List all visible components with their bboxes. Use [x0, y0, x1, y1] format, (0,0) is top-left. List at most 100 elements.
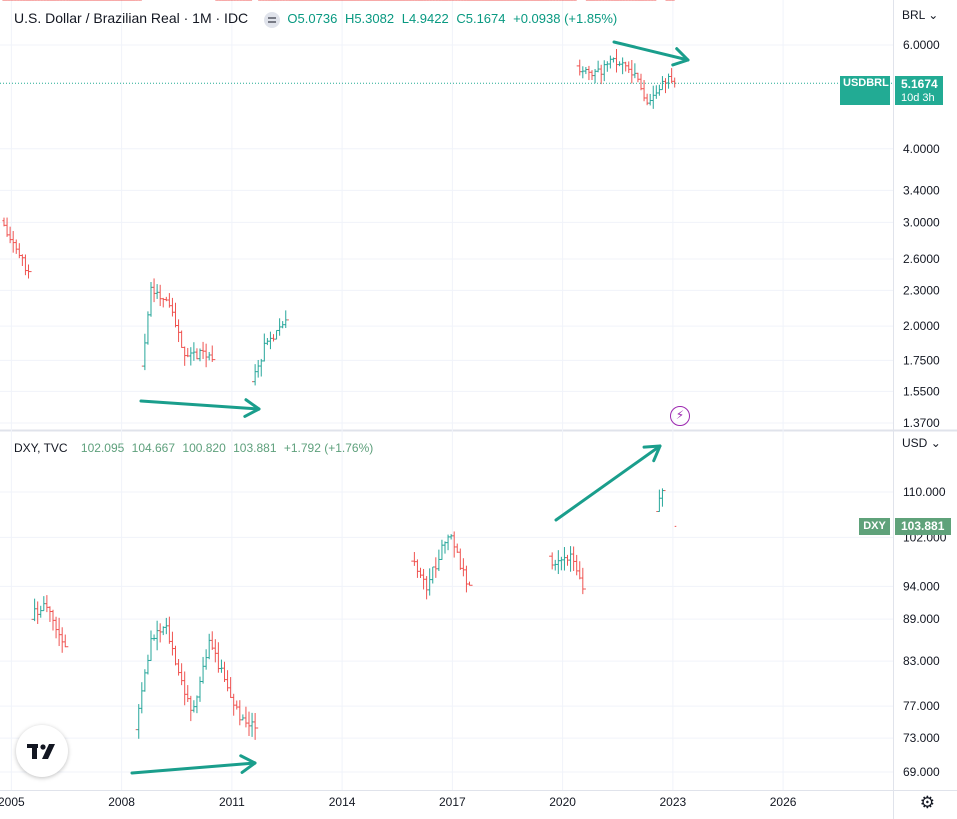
dxy-bar	[443, 541, 447, 554]
dxy-bar	[45, 595, 49, 613]
dxy-bar	[562, 547, 567, 571]
dxy-bar	[204, 649, 208, 670]
change-value: +0.0938 (+1.85%)	[513, 11, 618, 26]
dxy-symbol-tag: DXY	[859, 518, 890, 535]
usdbrl-bar	[627, 61, 631, 74]
dxy-bar	[161, 626, 165, 636]
dxy-bar	[152, 634, 156, 641]
usdbrl-symbol-tag: USDBRL	[840, 76, 890, 105]
usdbrl-bar	[645, 93, 649, 106]
dxy-bar	[140, 682, 144, 714]
dxy-tag-value: 103.881	[901, 519, 945, 533]
collapse-legend-button[interactable]	[263, 11, 280, 28]
trend-arrow-usdbrl-2020-2022	[612, 40, 690, 62]
close-label: C	[456, 11, 466, 26]
dxy-bar	[250, 712, 254, 737]
usdbrl-bar	[29, 0, 34, 273]
x-tick-label: 2014	[329, 795, 356, 809]
dxy-close: 103.881	[233, 441, 277, 455]
gear-icon[interactable]: ⚙	[919, 793, 935, 812]
y-tick-label: 1.5500	[903, 384, 940, 398]
high-label: H	[344, 11, 355, 26]
dxy-price-tag: 103.881	[895, 518, 951, 535]
dxy-bar	[66, 0, 70, 648]
dxy-bar	[556, 550, 560, 575]
usdbrl-bar	[158, 284, 162, 307]
usdbrl-bar	[666, 73, 671, 89]
x-tick-label: 2011	[219, 795, 245, 809]
low-value: 4.9422	[408, 11, 449, 26]
usdbrl-bar	[657, 84, 661, 96]
dxy-bar	[425, 576, 429, 600]
dxy-bar	[559, 556, 563, 571]
usdbrl-bar	[602, 60, 606, 82]
usdbrl-bar	[596, 60, 600, 73]
low-label: L	[401, 11, 409, 26]
top-legend: U.S. Dollar / Brazilian Real · 1M · IDC …	[14, 10, 621, 28]
x-tick-label: 2017	[439, 795, 466, 809]
usdbrl-tag-value: 5.1674	[901, 77, 938, 91]
x-tick-label: 2026	[770, 795, 797, 809]
usdbrl-bar	[268, 331, 273, 350]
dxy-bar	[421, 568, 426, 590]
dxy-bar	[207, 633, 211, 660]
dxy-bar	[256, 0, 260, 729]
dxy-bar	[229, 677, 233, 698]
dxy-bar	[253, 713, 257, 740]
trend-arrow-usdbrl-2008-2011	[139, 399, 261, 411]
usdbrl-bar	[278, 318, 282, 336]
y-tick-label: 3.4000	[903, 183, 940, 197]
dxy-bar	[195, 695, 199, 714]
y-tick-label: 73.000	[903, 731, 940, 745]
dxy-bar	[201, 656, 205, 684]
dxy-high: 104.667	[131, 441, 176, 455]
usdbrl-bar	[20, 254, 24, 266]
dxy-bar	[241, 714, 245, 721]
dxy-low: 100.820	[182, 441, 226, 455]
dxy-bar	[584, 0, 588, 590]
tradingview-logo-icon[interactable]	[16, 725, 68, 777]
usdbrl-bar	[201, 341, 205, 360]
bottom-currency-select[interactable]: USD ⌄	[902, 436, 941, 450]
dxy-bar	[455, 543, 459, 553]
y-tick-label: 3.0000	[903, 215, 940, 229]
bottom-symbol-title[interactable]: DXY, TVC	[14, 441, 68, 455]
usdbrl-bar	[2, 217, 6, 227]
usdbrl-bar	[636, 72, 640, 83]
dxy-change: +1.792 (+1.76%)	[283, 441, 374, 455]
usdbrl-bar	[253, 364, 257, 386]
usdbrl-bar	[152, 278, 156, 303]
dxy-bar	[654, 0, 658, 512]
dxy-bar	[663, 0, 668, 492]
dxy-bar	[578, 561, 582, 580]
dxy-bar	[219, 659, 224, 673]
x-tick-label: 2008	[108, 795, 135, 809]
dxy-bar	[581, 567, 585, 595]
usdbrl-bar	[250, 0, 254, 383]
lightning-icon[interactable]: ⚡︎	[670, 406, 690, 426]
usdbrl-bar	[259, 358, 263, 377]
usdbrl-bar	[630, 60, 634, 84]
dxy-bar	[42, 596, 46, 612]
dxy-bar	[36, 601, 40, 624]
dxy-bar	[192, 700, 196, 713]
y-tick-label: 77.000	[903, 699, 940, 713]
dxy-bar	[158, 623, 162, 643]
y-tick-label: 1.7500	[903, 353, 940, 367]
usdbrl-bar	[274, 329, 279, 340]
dxy-bar	[189, 695, 193, 722]
dxy-bar	[60, 627, 64, 653]
usdbrl-bar	[149, 281, 153, 317]
usdbrl-bar	[654, 85, 658, 99]
usdbrl-bar	[17, 243, 21, 259]
dxy-bar	[657, 489, 661, 512]
top-symbol-title[interactable]: U.S. Dollar / Brazilian Real · 1M · IDC	[14, 10, 249, 26]
usdbrl-bar	[281, 321, 285, 329]
usdbrl-bar	[584, 66, 588, 75]
top-currency-select[interactable]: BRL ⌄	[902, 8, 938, 22]
usdbrl-bar	[183, 346, 187, 366]
dxy-bar	[660, 488, 665, 507]
usdbrl-bar	[198, 348, 202, 362]
dxy-bar	[39, 605, 43, 618]
